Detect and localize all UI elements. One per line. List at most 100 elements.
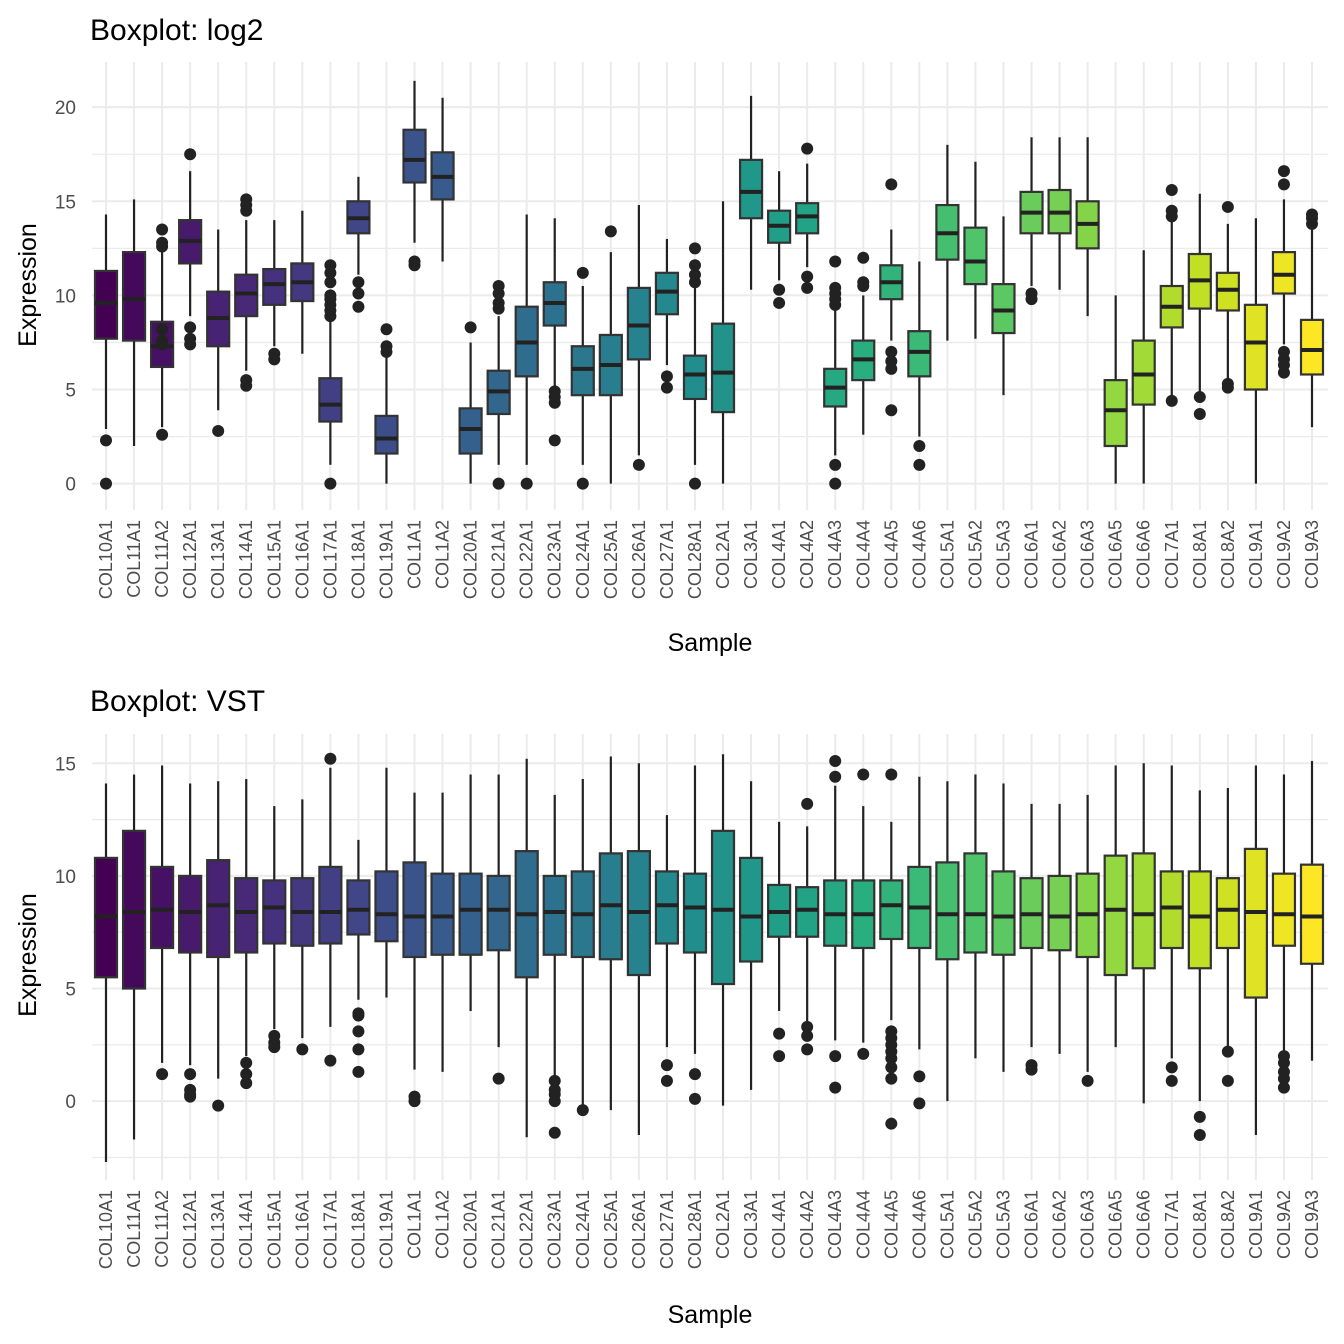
- box-iqr: [402, 128, 427, 184]
- x-tick-label: COL5A3: [993, 1190, 1013, 1259]
- outlier-point: [885, 1061, 898, 1074]
- box-COL15A1: [262, 220, 287, 366]
- outlier-point: [156, 338, 169, 351]
- x-tick-label: COL11A1: [124, 520, 144, 598]
- outlier-point: [156, 1068, 169, 1081]
- x-tick-label: COL6A3: [1078, 520, 1098, 589]
- box-COL17A1: [318, 752, 343, 1067]
- box-iqr: [121, 251, 147, 342]
- box-iqr: [682, 354, 708, 401]
- outlier-point: [268, 1041, 281, 1054]
- box-iqr: [262, 267, 287, 306]
- outlier-point: [1306, 217, 1318, 230]
- box-COL4A4: [851, 768, 876, 1060]
- x-tick-label: COL25A1: [601, 520, 621, 599]
- x-tick-label: COL6A3: [1078, 1190, 1098, 1259]
- x-tick-label: COL4A6: [909, 520, 929, 589]
- x-tick-label: COL5A2: [965, 1190, 985, 1259]
- box-iqr: [738, 158, 764, 220]
- x-tick-label: COL4A1: [769, 1190, 789, 1259]
- outlier-point: [885, 345, 898, 358]
- box-iqr: [991, 870, 1016, 956]
- x-tick-label: COL11A2: [152, 520, 172, 598]
- box-COL22A1: [514, 214, 539, 490]
- box-iqr: [1103, 379, 1128, 448]
- x-tick-label: COL15A1: [264, 520, 284, 599]
- box-COL12A1: [178, 783, 203, 1103]
- x-axis-title: Sample: [668, 629, 753, 657]
- x-tick-label: COL21A1: [489, 520, 509, 599]
- x-tick-label: COL4A6: [909, 1190, 929, 1259]
- box-COL11A2: [149, 223, 175, 441]
- box-iqr: [738, 856, 764, 963]
- box-COL9A2: [1271, 165, 1297, 379]
- x-tick-label: COL24A1: [573, 520, 593, 599]
- outlier-point: [801, 281, 814, 294]
- box-iqr: [121, 829, 147, 990]
- x-tick-label: COL13A1: [208, 1190, 228, 1269]
- x-tick-label: COL11A2: [152, 1190, 172, 1268]
- x-tick-label: COL12A1: [180, 520, 200, 599]
- outlier-point: [212, 424, 225, 437]
- box-iqr: [486, 874, 511, 952]
- outlier-point: [548, 1126, 561, 1139]
- box-iqr: [1299, 863, 1325, 965]
- outlier-point: [324, 266, 337, 279]
- outlier-point: [857, 1047, 870, 1060]
- x-tick-label: COL24A1: [573, 1190, 593, 1269]
- box-COL8A1: [1187, 193, 1212, 420]
- outlier-point: [1193, 391, 1206, 404]
- outlier-point: [408, 1095, 421, 1108]
- box-COL10A1: [93, 783, 119, 1162]
- box-COL20A1: [458, 774, 483, 1012]
- x-tick-label: COL9A2: [1274, 520, 1294, 589]
- box-COL13A1: [206, 781, 231, 1112]
- box-iqr: [710, 322, 736, 414]
- box-COL26A1: [626, 205, 651, 471]
- box-COL6A6: [1131, 763, 1156, 1104]
- box-COL23A1: [542, 794, 567, 1139]
- outlier-point: [857, 768, 870, 781]
- box-iqr: [654, 870, 680, 945]
- x-tick-label: COL13A1: [208, 520, 228, 599]
- y-tick-label: 15: [55, 192, 76, 213]
- box-COL16A1: [290, 799, 315, 1056]
- box-iqr: [1215, 877, 1240, 950]
- outlier-point: [913, 1097, 926, 1110]
- y-axis-title: Expression: [14, 223, 42, 347]
- box-iqr: [935, 861, 960, 961]
- x-tick-label: COL6A1: [1022, 520, 1042, 589]
- box-COL28A1: [682, 765, 708, 1105]
- x-tick-label: COL19A1: [376, 520, 396, 599]
- box-COL5A1: [935, 144, 960, 341]
- outlier-point: [1193, 1128, 1206, 1141]
- box-COL6A5: [1103, 765, 1128, 1048]
- outlier-point: [576, 477, 589, 490]
- outlier-point: [268, 353, 281, 366]
- outlier-point: [801, 1043, 814, 1056]
- x-tick-label: COL7A1: [1162, 1190, 1182, 1259]
- x-tick-label: COL5A1: [937, 520, 957, 589]
- box-iqr: [710, 829, 736, 986]
- box-COL14A1: [234, 193, 259, 392]
- box-COL9A1: [1243, 765, 1269, 1135]
- box-COL6A5: [1103, 295, 1128, 484]
- outlier-point: [829, 298, 842, 311]
- box-COL18A1: [346, 839, 371, 1078]
- box-iqr: [374, 414, 399, 455]
- box-COL11A2: [149, 765, 175, 1081]
- box-iqr: [1271, 872, 1297, 947]
- outlier-point: [801, 1020, 814, 1033]
- outlier-point: [1025, 1063, 1038, 1076]
- x-tick-label: COL8A1: [1190, 1190, 1210, 1259]
- outlier-point: [660, 1059, 673, 1072]
- chart-title: Boxplot: log2: [90, 14, 263, 47]
- x-tick-label: COL1A2: [433, 1190, 453, 1259]
- box-iqr: [1243, 847, 1269, 999]
- y-axis-title: Expression: [14, 893, 42, 1017]
- outlier-point: [352, 1025, 365, 1038]
- outlier-point: [492, 287, 505, 300]
- x-tick-label: COL9A1: [1246, 1190, 1266, 1259]
- x-tick-label: COL25A1: [601, 1190, 621, 1269]
